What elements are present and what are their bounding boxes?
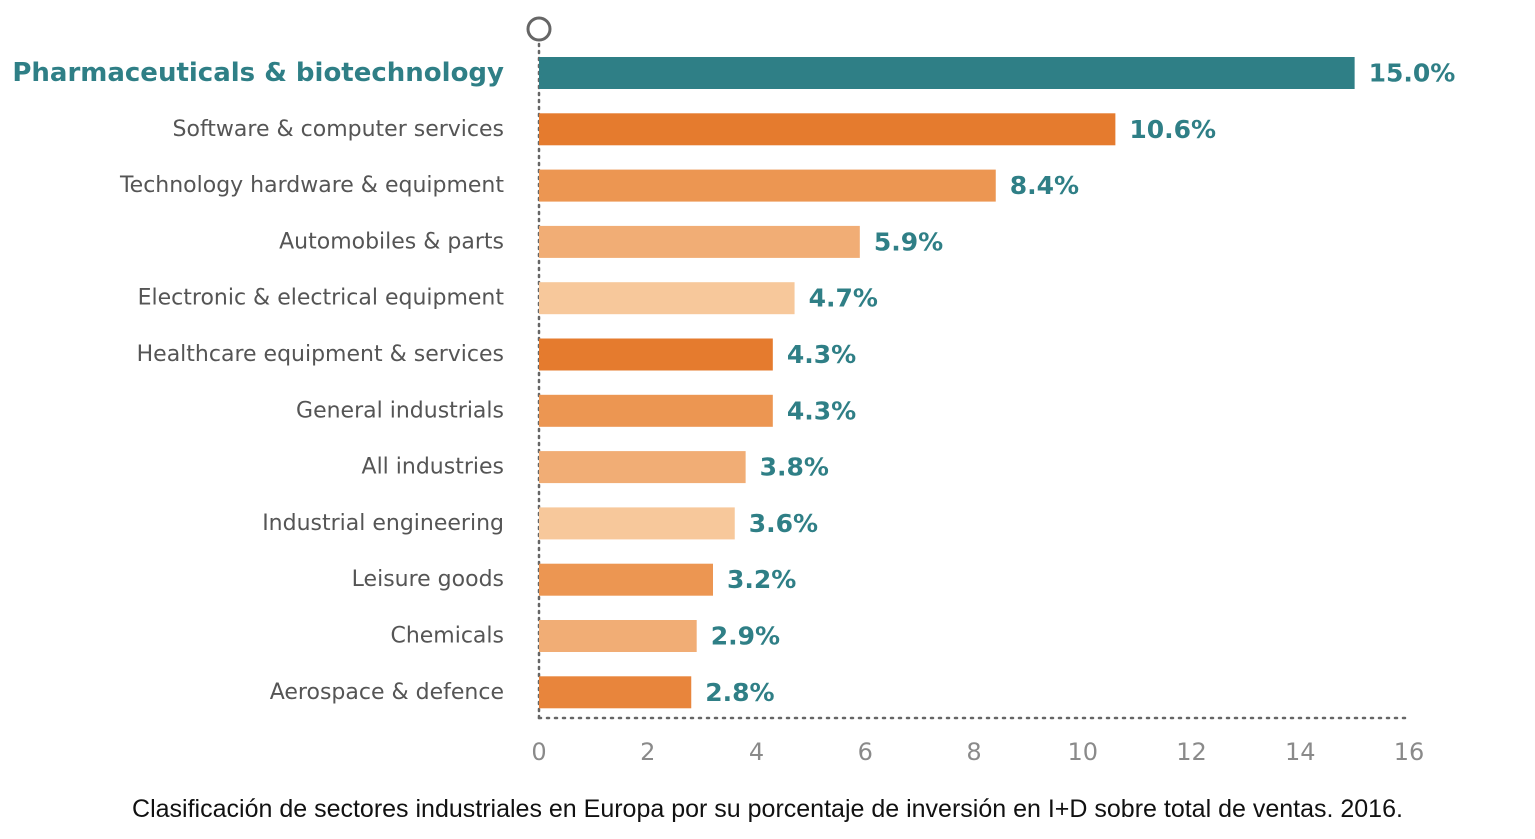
x-tick-label: 8 (966, 738, 981, 766)
category-label: Leisure goods (352, 567, 504, 592)
bar (539, 57, 1355, 89)
value-label: 4.3% (787, 340, 856, 369)
labels-layer: Pharmaceuticals & biotechnology 15.0% Soft… (12, 58, 1455, 707)
bar (539, 169, 996, 202)
bar-chart: 0 2 4 6 8 10 12 14 16 Pharmaceuticals & biotechn… (12, 16, 1455, 766)
x-tick-label: 10 (1067, 738, 1098, 766)
bar (539, 451, 746, 484)
category-label: Pharmaceuticals & biotechnology (12, 58, 504, 88)
x-tick-label: 16 (1394, 738, 1425, 766)
x-tick-label: 4 (749, 738, 764, 766)
category-label: Software & computer services (173, 117, 504, 142)
bar (539, 394, 773, 427)
category-label: Automobiles & parts (279, 229, 504, 254)
value-label: 8.4% (1010, 171, 1079, 200)
bar (539, 338, 773, 371)
value-label: 2.9% (711, 622, 780, 651)
category-label: General industrials (296, 398, 504, 423)
x-tick-label: 14 (1285, 738, 1316, 766)
bar (539, 282, 795, 315)
category-label: All industries (362, 455, 504, 480)
value-label: 15.0% (1369, 59, 1456, 88)
category-label: Aerospace & defence (270, 680, 504, 705)
x-tick-label: 2 (640, 738, 655, 766)
category-label: Electronic & electrical equipment (138, 286, 505, 311)
bar (539, 620, 697, 652)
axis-origin-circle (526, 16, 552, 42)
bar (539, 507, 735, 540)
category-label: Industrial engineering (262, 511, 504, 536)
value-label: 3.8% (760, 453, 829, 482)
x-tick-label: 6 (858, 738, 873, 766)
value-label: 2.8% (705, 678, 774, 707)
chart-caption: Clasificación de sectores industriales e… (132, 795, 1403, 823)
value-label: 4.7% (809, 284, 878, 313)
bar (539, 113, 1116, 146)
bar (539, 225, 860, 258)
value-label: 10.6% (1129, 115, 1216, 144)
bar (539, 563, 713, 596)
value-label: 3.6% (749, 509, 818, 538)
value-label: 5.9% (874, 227, 943, 256)
category-label: Healthcare equipment & services (137, 342, 504, 367)
bars-layer (539, 57, 1355, 709)
value-label: 4.3% (787, 396, 856, 425)
bar (539, 676, 692, 709)
category-label: Chemicals (390, 624, 504, 649)
x-tick-label: 0 (531, 738, 546, 766)
category-label: Technology hardware & equipment (119, 173, 504, 198)
value-label: 3.2% (727, 565, 796, 594)
x-tick-label: 12 (1176, 738, 1207, 766)
axis-layer: 0 2 4 6 8 10 12 14 16 (526, 16, 1425, 766)
